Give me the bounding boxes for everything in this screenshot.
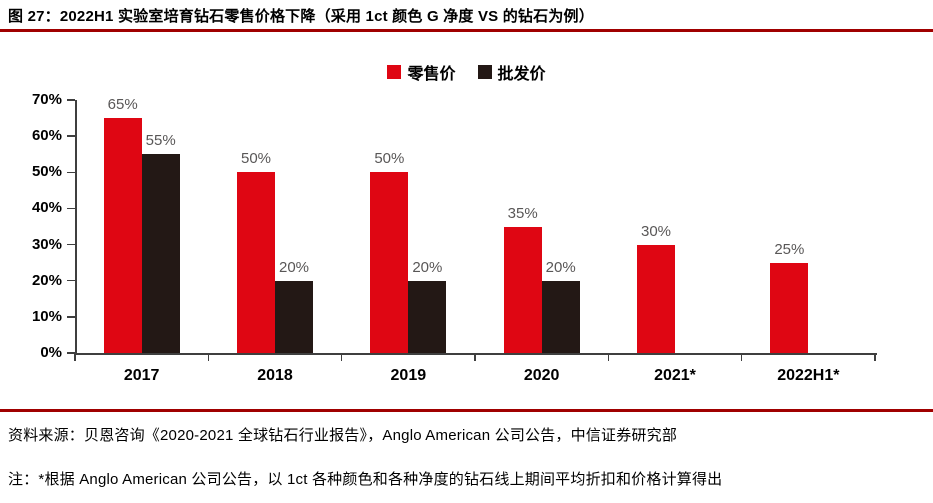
title-underline-rule [0, 29, 933, 32]
y-tick [67, 243, 75, 246]
y-tick-label: 20% [31, 271, 62, 289]
bar-零售价-2022H1* [770, 262, 809, 353]
bar-零售价-2021* [637, 244, 675, 353]
x-tick [74, 353, 76, 361]
y-tick [67, 279, 75, 282]
legend-item-retail: 零售价 [387, 60, 456, 84]
x-tick [474, 353, 476, 361]
y-tick [67, 171, 75, 174]
y-tick [67, 316, 75, 318]
bar-value-label: 20% [278, 258, 310, 276]
x-axis-line [75, 353, 877, 355]
y-tick-label: 40% [31, 199, 62, 217]
y-tick [67, 207, 75, 210]
retail-swatch-icon [387, 65, 402, 79]
x-tick [740, 353, 743, 361]
y-tick-label: 60% [31, 127, 62, 145]
note-text: 注：*根据 Anglo American 公司公告，以 1ct 各种颜色和各种净… [8, 471, 723, 488]
bar-value-label: 30% [640, 222, 672, 240]
wholesale-swatch-icon [477, 65, 492, 79]
bar-value-label: 25% [774, 240, 805, 258]
x-category-label-2019: 2019 [390, 367, 427, 384]
y-tick-label: 0% [40, 344, 62, 361]
bar-零售价-2020 [503, 226, 542, 353]
source-text: 资料来源：贝恩咨询《2020-2021 全球钻石行业报告》，Anglo Amer… [8, 427, 678, 444]
figure-title: 图 27：2022H1 实验室培育钻石零售价格下降（采用 1ct 颜色 G 净度… [8, 8, 594, 25]
bar-value-label: 50% [374, 150, 405, 168]
y-tick-label: 30% [31, 235, 62, 253]
legend-item-wholesale: 批发价 [477, 60, 546, 84]
y-tick-label: 10% [31, 307, 62, 325]
bar-零售价-2019 [370, 172, 409, 353]
chart-legend: 零售价 批发价 [0, 60, 933, 84]
x-category-label-2018: 2018 [257, 367, 293, 384]
bar-value-label: 50% [240, 150, 272, 168]
bar-value-label: 20% [545, 258, 576, 276]
y-tick-label: 50% [31, 163, 62, 181]
bar-批发价-2018 [275, 280, 313, 353]
bar-value-label: 65% [107, 96, 138, 114]
y-tick [67, 135, 75, 137]
footer-divider-rule [0, 409, 933, 412]
y-tick [67, 352, 75, 354]
bar-零售价-2018 [237, 172, 275, 353]
bar-value-label: 55% [145, 132, 176, 150]
x-category-label-2021*: 2021* [654, 367, 696, 384]
x-tick [607, 353, 610, 361]
bar-chart: 0% 10% 20% 30% 40% 50% 60% 70% 65% 55% 2017 50% 20% 2… [31, 91, 877, 384]
bar-批发价-2019 [408, 280, 447, 353]
bar-value-label: 20% [412, 258, 443, 276]
y-axis-line [75, 100, 77, 355]
y-tick-label: 70% [31, 91, 62, 108]
bar-value-label: 35% [507, 204, 538, 222]
bar-批发价-2020 [541, 280, 580, 353]
x-category-label-2020: 2020 [523, 367, 560, 384]
bar-批发价-2017 [141, 154, 180, 353]
bar-零售价-2017 [103, 118, 142, 353]
x-category-label-2017: 2017 [123, 367, 160, 384]
y-tick [67, 99, 75, 101]
legend-label-retail: 零售价 [407, 66, 456, 83]
x-category-label-2022H1*: 2022H1* [777, 367, 840, 384]
x-tick [874, 353, 876, 361]
x-tick [340, 353, 343, 361]
legend-label-wholesale: 批发价 [497, 66, 546, 83]
x-tick [207, 353, 210, 361]
